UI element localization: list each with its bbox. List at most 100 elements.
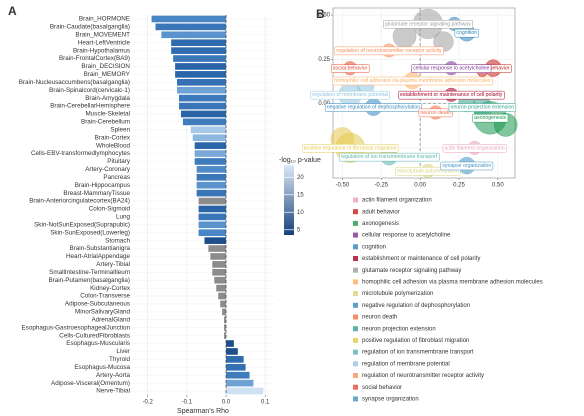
x-tick-label: 0.0 <box>222 400 231 406</box>
legend-label: negative regulation of dephosphorylation <box>362 303 470 309</box>
colorbar-tick-label: 15 <box>297 192 304 198</box>
y-tick-label: AdrenalGland <box>91 316 130 323</box>
legend-swatch <box>353 279 358 285</box>
legend-swatch <box>353 197 358 203</box>
y-tick-label: Thyroid <box>109 356 130 363</box>
point-label: homophilic cell adhesion via plasma memb… <box>334 78 491 84</box>
y-tick-label: Skin-SunExposed(Lowerleg) <box>50 229 130 236</box>
bar <box>226 356 244 363</box>
bar <box>171 39 227 47</box>
bar <box>180 110 227 118</box>
bar <box>224 332 227 339</box>
bar <box>194 158 227 165</box>
label-box <box>440 161 494 171</box>
x-tick-label: -0.25 <box>374 183 388 189</box>
point-label: social behavior <box>333 66 368 72</box>
bar <box>175 71 227 78</box>
legend-label: neuron projection extension <box>362 326 436 332</box>
panel-label: A <box>8 4 17 18</box>
legend-swatch <box>353 337 358 343</box>
bar <box>196 173 227 181</box>
legend-label: neuron death <box>362 315 397 321</box>
label-box <box>448 103 517 112</box>
label-box <box>332 76 493 86</box>
bar <box>198 213 227 221</box>
bar <box>182 118 227 126</box>
y-tick-label: Skin-NotSunExposed(Suprapubic) <box>34 221 130 228</box>
colorbar-tick-label: 5 <box>297 227 301 233</box>
bar <box>161 31 227 39</box>
label-box <box>383 20 474 29</box>
bar <box>220 300 227 308</box>
bar <box>226 379 254 387</box>
label-box <box>442 144 507 153</box>
colorbar <box>284 165 294 235</box>
x-tick-label: -0.1 <box>182 400 193 406</box>
bar <box>155 23 227 31</box>
bar <box>226 387 264 395</box>
legend-swatch <box>353 396 358 402</box>
y-tick-label: Muscle-Skeletal <box>86 111 130 118</box>
plot-background <box>132 15 275 395</box>
x-axis-label: Spearman's Rho <box>177 408 229 415</box>
point-label: axonogenesis <box>474 115 506 121</box>
colorbar-tick-label: 10 <box>297 210 304 216</box>
legend-label: establishment or maintenance of cell pol… <box>362 256 480 262</box>
bar <box>173 55 227 62</box>
y-tick-label: Brain-FrontalCortex(BA9) <box>59 55 130 62</box>
label-box <box>310 90 390 100</box>
legend-swatch <box>353 232 358 238</box>
y-tick-label: Liver <box>116 348 130 355</box>
y-tick-label: 0.25 <box>318 57 330 63</box>
y-tick-label: Brain-Caudate(basalganglia) <box>50 24 130 31</box>
legend-label: synapse organization <box>362 396 419 402</box>
label-box <box>324 103 423 112</box>
y-tick-label: Pituitary <box>107 158 131 165</box>
bar <box>196 166 227 173</box>
y-tick-label: Brain-Putamen(basalganglia) <box>48 277 130 284</box>
bar <box>226 348 238 355</box>
legend-swatch <box>353 314 358 320</box>
legend-swatch <box>353 373 358 378</box>
y-tick-label: Kidney-Cortex <box>90 285 131 292</box>
y-tick-label: WholeBlood <box>96 142 130 149</box>
y-tick-label: Cells-EBV-transformedlymphocytes <box>31 150 130 157</box>
colorbar-tick-label: 20 <box>297 175 304 181</box>
legend-swatch <box>353 302 358 308</box>
legend-swatch <box>353 291 358 297</box>
y-tick-label: Brain-Cerebellum <box>81 119 130 126</box>
point-label: regulation of membrane potential <box>312 92 388 98</box>
y-tick-label: Spleen <box>110 126 130 133</box>
legend-swatch <box>353 209 358 215</box>
y-tick-label: Artery-Coronary <box>85 166 131 173</box>
y-tick-label: Esophagus-Muscularis <box>66 340 130 347</box>
bar <box>216 284 227 292</box>
colorbar-title: -log₁₀ p-value <box>279 157 321 164</box>
legend-swatch <box>353 220 358 226</box>
bar <box>226 371 250 379</box>
y-tick-label: Brain-Cortex <box>95 134 131 141</box>
legend-label: regulation of membrane potential <box>362 361 450 367</box>
legend-swatch <box>353 244 358 250</box>
bar <box>226 340 234 347</box>
y-tick-label: Brain-Spinalcord(cervicalc-1) <box>49 87 130 94</box>
panel-label: B <box>316 7 325 21</box>
y-tick-label: 0.50 <box>318 13 330 19</box>
y-tick-label: Colon-Transverse <box>80 293 130 300</box>
legend-label: glutamate receptor signaling pathway <box>362 268 461 274</box>
bar <box>190 126 227 134</box>
point-label: cellular response to acetylcholine <box>413 66 490 72</box>
bar <box>212 268 227 276</box>
legend-label: regulation of neurotransmitter receptor … <box>362 373 484 379</box>
bar <box>224 324 227 332</box>
bar <box>151 15 227 23</box>
y-tick-label: Brain-Hypothalamus <box>73 47 130 54</box>
legend-label: actin filament organization <box>362 198 432 204</box>
legend-label: positive regulation of fibroblast migrat… <box>362 338 469 344</box>
bar <box>196 181 227 189</box>
label-box <box>472 113 509 123</box>
legend-label: social behavior <box>362 385 402 391</box>
bar <box>171 47 227 54</box>
legend-label: cognition <box>362 244 386 250</box>
